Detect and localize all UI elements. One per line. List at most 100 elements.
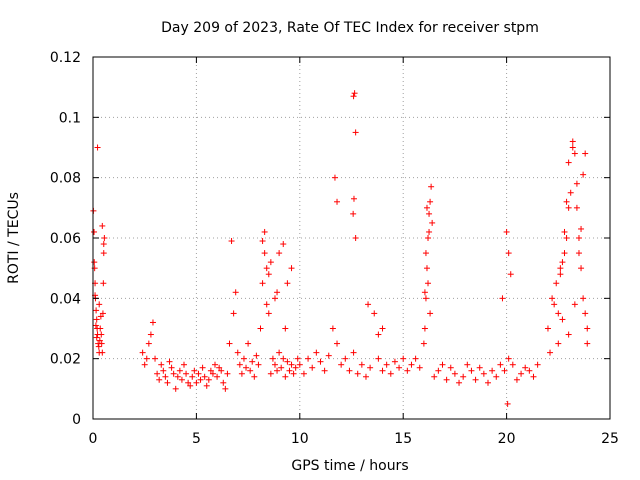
data-point — [288, 265, 295, 272]
data-point — [193, 379, 200, 386]
data-point — [480, 370, 487, 377]
y-tick-label: 0.02 — [50, 352, 81, 368]
data-point — [274, 367, 281, 374]
data-point — [443, 376, 450, 383]
data-point — [152, 355, 159, 362]
data-point — [232, 289, 239, 296]
data-point — [428, 183, 435, 190]
plot-frame — [92, 56, 611, 420]
data-points — [90, 90, 591, 407]
data-point — [240, 355, 247, 362]
data-point — [342, 355, 349, 362]
data-point — [555, 310, 562, 317]
data-point — [321, 367, 328, 374]
data-point — [98, 340, 105, 347]
data-point — [99, 349, 106, 356]
data-point — [559, 259, 566, 266]
data-point — [245, 340, 252, 347]
data-point — [160, 367, 167, 374]
data-point — [484, 379, 491, 386]
data-point — [350, 93, 357, 100]
data-point — [544, 325, 551, 332]
data-point — [99, 222, 106, 229]
data-point — [263, 265, 270, 272]
data-point — [350, 210, 357, 217]
data-point — [551, 301, 558, 308]
x-axis-label: GPS time / hours — [291, 458, 408, 474]
data-point — [91, 228, 98, 235]
data-point — [350, 195, 357, 202]
data-point — [145, 340, 152, 347]
data-point — [96, 301, 103, 308]
data-point — [154, 370, 161, 377]
data-point — [352, 129, 359, 136]
data-point — [305, 355, 312, 362]
data-point — [261, 228, 268, 235]
x-tick-label: 0 — [89, 431, 98, 447]
data-point — [100, 250, 107, 257]
data-point — [147, 331, 154, 338]
data-point — [504, 400, 511, 407]
data-point — [565, 204, 572, 211]
data-point — [276, 349, 283, 356]
data-point — [559, 316, 566, 323]
data-point — [501, 367, 508, 374]
data-point — [249, 358, 256, 365]
data-point — [259, 280, 266, 287]
data-point — [224, 370, 231, 377]
data-point — [230, 310, 237, 317]
data-point — [396, 364, 403, 371]
data-point — [426, 228, 433, 235]
data-point — [578, 265, 585, 272]
data-point — [309, 364, 316, 371]
data-point — [185, 379, 192, 386]
data-point — [423, 204, 430, 211]
data-point — [205, 376, 212, 383]
data-point — [329, 325, 336, 332]
data-point — [431, 373, 438, 380]
data-point — [358, 361, 365, 368]
data-point — [325, 352, 332, 359]
data-point — [391, 358, 398, 365]
data-point — [582, 150, 589, 157]
y-tick-label: 0 — [72, 412, 81, 428]
data-point — [317, 358, 324, 365]
data-point — [420, 340, 427, 347]
data-point — [561, 250, 568, 257]
data-point — [493, 373, 500, 380]
data-point — [98, 331, 105, 338]
data-point — [162, 373, 169, 380]
data-point — [499, 295, 506, 302]
data-point — [313, 349, 320, 356]
data-point — [149, 319, 156, 326]
data-point — [93, 316, 100, 323]
data-point — [352, 235, 359, 241]
data-point — [412, 355, 419, 362]
axis-ticks: 0 5 10 15 20 25 0 0.02 0.04 0.06 0.08 0.1 0.12 — [50, 50, 619, 447]
data-point — [555, 340, 562, 347]
x-tick-label: 20 — [498, 431, 516, 447]
data-point — [284, 358, 291, 365]
data-point — [265, 271, 272, 278]
data-point — [429, 219, 436, 226]
data-point — [251, 373, 258, 380]
data-point — [282, 325, 289, 332]
data-point — [565, 159, 572, 166]
chart-title: Day 209 of 2023, Rate Of TEC Index for r… — [161, 20, 539, 36]
data-point — [422, 250, 429, 257]
data-point — [166, 358, 173, 365]
data-point — [530, 373, 537, 380]
data-point — [271, 295, 278, 302]
data-point — [197, 376, 204, 383]
data-point — [569, 138, 576, 145]
data-point — [259, 238, 266, 245]
data-point — [214, 373, 221, 380]
data-point — [350, 349, 357, 356]
data-point — [96, 337, 103, 344]
data-point — [274, 289, 281, 296]
data-point — [468, 367, 475, 374]
data-point — [141, 361, 148, 368]
data-point — [212, 361, 219, 368]
data-point — [168, 364, 175, 371]
data-point — [464, 361, 471, 368]
